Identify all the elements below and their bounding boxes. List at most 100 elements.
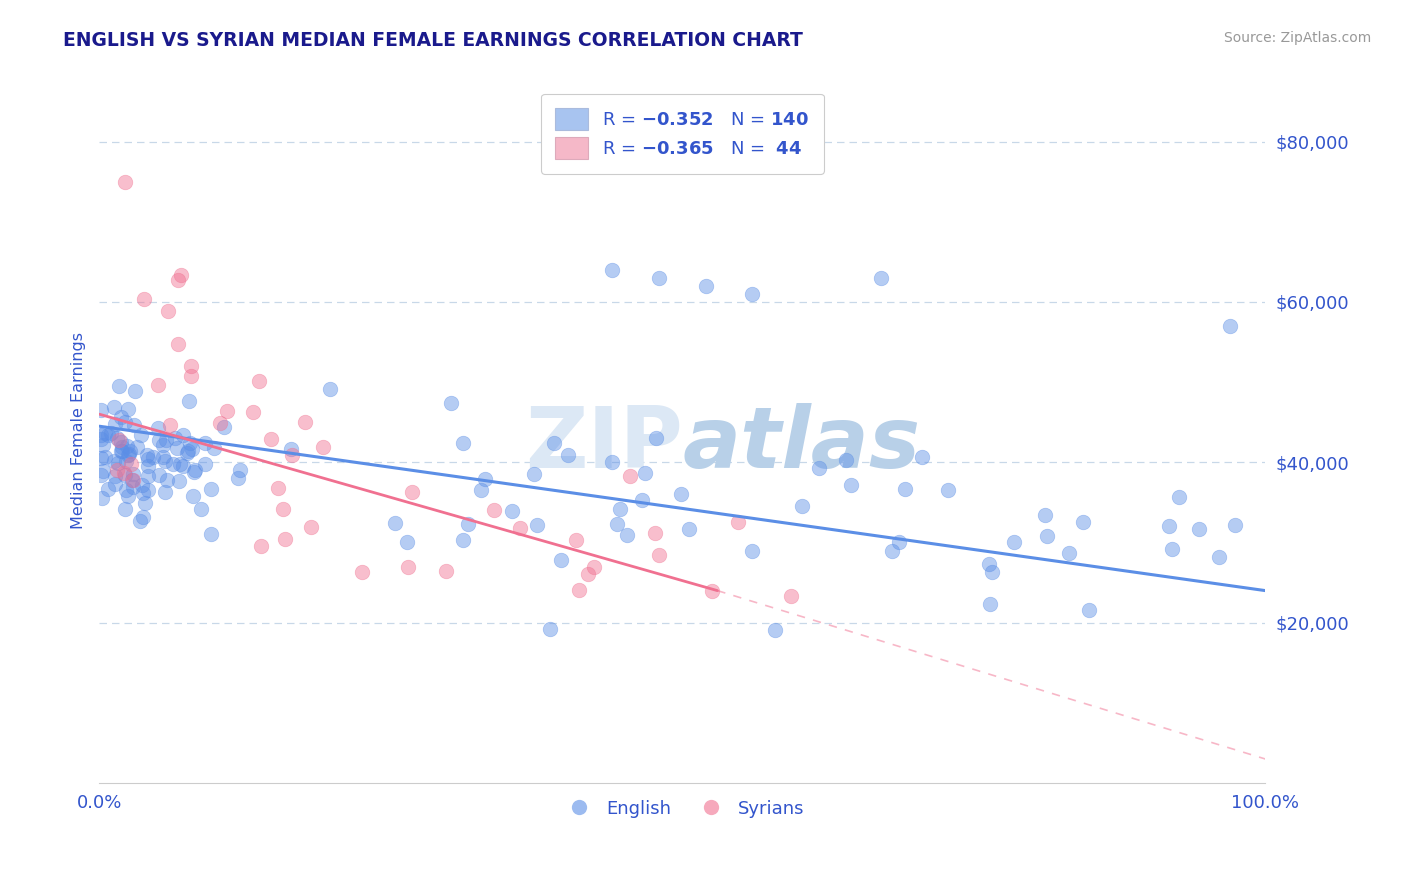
Point (194, 436, 217, 450)
Text: Source: ZipAtlas.com: Source: ZipAtlas.com (1223, 31, 1371, 45)
Point (887, 535, 910, 549)
Point (1059, 546, 1081, 560)
Point (155, 434, 177, 448)
Point (228, 463, 250, 477)
Point (193, 457, 215, 471)
Point (523, 467, 546, 482)
Point (274, 532, 297, 546)
Point (179, 435, 201, 450)
Point (121, 473, 143, 487)
Point (110, 441, 132, 455)
Point (183, 465, 205, 479)
Point (271, 502, 294, 516)
Point (177, 394, 200, 409)
Point (250, 540, 273, 554)
Point (183, 488, 205, 502)
Point (132, 510, 155, 524)
Point (172, 458, 194, 473)
Point (122, 467, 145, 481)
Point (172, 427, 194, 442)
Point (167, 336, 190, 351)
Point (893, 482, 915, 496)
Point (212, 420, 235, 434)
Point (120, 457, 142, 471)
Point (763, 624, 786, 638)
Point (97, 427, 120, 442)
Point (112, 466, 135, 480)
Point (122, 474, 145, 488)
Point (163, 431, 186, 445)
Point (166, 441, 188, 455)
Point (117, 489, 139, 503)
Point (111, 444, 134, 458)
Point (114, 175, 136, 189)
Point (790, 499, 813, 513)
Point (136, 452, 159, 467)
Point (136, 458, 159, 473)
Point (631, 492, 654, 507)
Point (1223, 517, 1246, 532)
Point (1157, 519, 1180, 533)
Point (538, 622, 561, 636)
Point (90, 491, 112, 505)
Point (451, 436, 474, 450)
Point (609, 502, 631, 516)
Point (352, 566, 374, 580)
Point (1168, 490, 1191, 504)
Point (153, 454, 176, 468)
Point (319, 382, 342, 396)
Point (280, 442, 302, 456)
Point (648, 549, 671, 563)
Point (911, 450, 934, 464)
Point (114, 416, 136, 430)
Point (1208, 549, 1230, 564)
Point (979, 597, 1001, 611)
Point (200, 527, 222, 541)
Point (105, 463, 128, 477)
Point (90, 403, 112, 417)
Point (616, 527, 638, 541)
Point (180, 359, 202, 373)
Point (148, 433, 170, 447)
Point (118, 444, 141, 458)
Point (695, 279, 717, 293)
Point (543, 435, 565, 450)
Point (170, 268, 193, 282)
Y-axis label: Median Female Earnings: Median Female Earnings (72, 332, 86, 529)
Point (1002, 534, 1025, 549)
Point (470, 483, 492, 497)
Point (779, 589, 801, 603)
Point (602, 454, 624, 468)
Point (122, 418, 145, 433)
Point (312, 440, 335, 454)
Point (121, 480, 143, 494)
Point (576, 566, 599, 581)
Point (644, 525, 666, 540)
Point (247, 374, 270, 388)
Point (979, 557, 1001, 571)
Point (190, 501, 212, 516)
Point (259, 432, 281, 446)
Point (136, 483, 159, 497)
Point (90, 468, 112, 483)
Point (91, 464, 114, 478)
Point (90, 451, 112, 466)
Legend: English, Syrians: English, Syrians (554, 792, 811, 825)
Point (136, 469, 159, 483)
Point (177, 443, 200, 458)
Text: ENGLISH VS SYRIAN MEDIAN FEMALE EARNINGS CORRELATION CHART: ENGLISH VS SYRIAN MEDIAN FEMALE EARNINGS… (63, 31, 803, 50)
Point (107, 456, 129, 470)
Point (129, 514, 152, 528)
Point (564, 533, 586, 548)
Point (156, 304, 179, 318)
Point (167, 273, 190, 287)
Point (634, 467, 657, 481)
Point (509, 521, 531, 535)
Point (142, 450, 165, 464)
Point (176, 445, 198, 459)
Point (117, 402, 139, 417)
Point (841, 478, 863, 492)
Point (135, 448, 157, 462)
Point (1161, 541, 1184, 556)
Point (103, 401, 125, 415)
